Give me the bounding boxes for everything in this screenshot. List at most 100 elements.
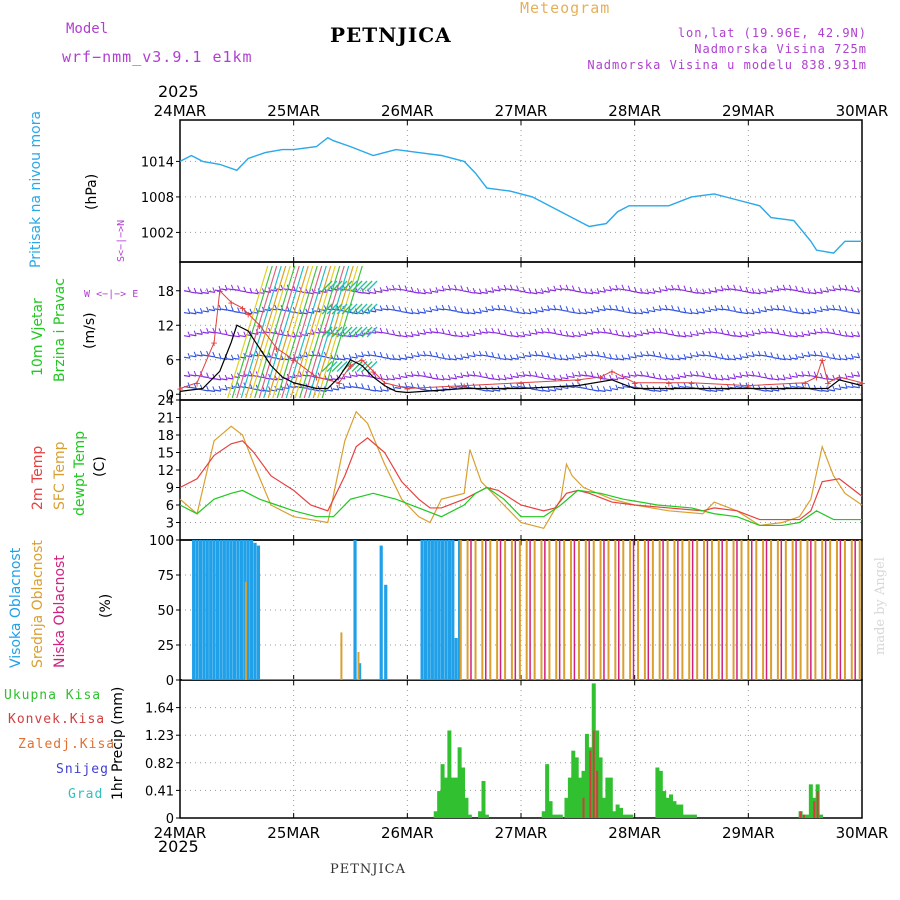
wind-barb-feather [757, 350, 761, 357]
cloud-high-bar [229, 540, 233, 680]
wind-barb-feather [206, 306, 210, 313]
wind-barb [382, 289, 389, 292]
wind-barb-feather [522, 382, 526, 388]
wind-barb-feather [460, 331, 464, 338]
wind-barb-feather [379, 386, 383, 392]
wind-barb [506, 309, 513, 312]
wind-barb [351, 374, 358, 378]
wind-barb [704, 291, 711, 294]
wind-barb-feather [739, 331, 743, 338]
x-tick-label-top: 24MAR [154, 102, 207, 120]
wind-barb [462, 290, 470, 293]
wind-barb [196, 354, 203, 357]
y-tick-label: 0 [166, 388, 174, 403]
legend-total: Ukupna Kisa [4, 688, 102, 703]
wind-barb-feather [788, 331, 792, 337]
wind-barb [834, 358, 842, 361]
wind-barb [710, 290, 718, 293]
wind-barb-feather [478, 288, 482, 294]
wind-barb-feather [212, 327, 216, 334]
wind-barb [568, 289, 575, 292]
wind-barb [580, 312, 587, 315]
wind-barb-feather [485, 306, 489, 312]
x-tick-label-top: 29MAR [722, 102, 775, 120]
wind-barb [822, 290, 829, 293]
cloud-high-bar [379, 545, 383, 680]
wind-barb-feather [472, 330, 476, 336]
wind-barb-feather [472, 351, 476, 357]
precip-conv-bar [596, 770, 599, 818]
wind-barb [748, 374, 755, 377]
wind-barb [599, 290, 606, 293]
wind-barb [462, 386, 470, 389]
wind-barb [779, 333, 786, 336]
wind-barb-feather [584, 351, 588, 357]
wind-barb-feather [857, 331, 861, 337]
wind-barb-strong [321, 326, 333, 338]
gust-marker: + [404, 383, 411, 396]
wind-barb [754, 311, 761, 314]
wind-barb-feather [807, 308, 811, 314]
wind-barb-feather [466, 331, 470, 337]
wind-barb [617, 386, 625, 389]
wind-barb [580, 355, 587, 358]
wind-barb [574, 374, 581, 377]
wind-barb-feather [602, 351, 606, 358]
y-tick-label: 3 [166, 517, 174, 532]
wind-barb [345, 375, 352, 379]
wind-barb-feather [423, 288, 427, 294]
wind-barb [351, 386, 358, 389]
wind-barb [456, 289, 463, 292]
wind-barb [462, 374, 470, 377]
wind-barb [686, 386, 693, 389]
wind-barb [444, 288, 451, 291]
wind-barb [549, 356, 556, 360]
wind-barb [667, 333, 674, 336]
wind-barb-feather [850, 331, 854, 338]
wind-barb-feather [212, 305, 216, 311]
wind-barb [245, 374, 253, 377]
wind-barb-feather [516, 331, 520, 338]
wind-barb [748, 312, 755, 315]
wind-barb [667, 378, 674, 381]
wind-barb-feather [466, 286, 470, 293]
wind-barb [593, 354, 600, 357]
wind-barb-feather [373, 306, 377, 313]
wind-barb [506, 358, 513, 361]
wind-barb [636, 355, 643, 358]
wind-barb [692, 291, 699, 294]
wind-barb-feather [671, 354, 675, 360]
wind-barb [450, 309, 457, 312]
wind-barb [357, 374, 364, 377]
wind-barb [500, 288, 507, 291]
wind-barb-feather [584, 288, 588, 294]
wind-barb [543, 377, 550, 380]
wind-barb-feather [311, 329, 315, 335]
wind-barb-feather [813, 350, 817, 357]
wind-barb [661, 332, 668, 335]
wind-barb [617, 358, 625, 361]
wind-barb [710, 331, 718, 334]
wind-barb [456, 386, 463, 389]
compass-we: W <−|−> E [84, 289, 139, 300]
wind-barb-feather [404, 307, 408, 313]
wind-barb-strong [366, 280, 378, 292]
wind-barb [493, 378, 501, 381]
temp-unit: (C) [92, 456, 108, 477]
wind-barb [605, 356, 612, 360]
wind-barb-feather [187, 331, 191, 337]
wind-barb [438, 331, 445, 335]
wind-barb-feather [206, 372, 210, 378]
wind-barb-feather [776, 374, 780, 381]
wind-barb-feather [373, 288, 377, 294]
wind-barb-feather [652, 327, 656, 334]
cloud-high-bar [232, 540, 237, 680]
wind-barb-feather [193, 287, 197, 294]
wind-barb [599, 389, 606, 393]
wind-barb-feather [733, 284, 737, 291]
wind-barb [338, 386, 346, 390]
wind-barb-feather [733, 354, 737, 361]
wind-barb [407, 374, 414, 377]
wind-barb [686, 312, 693, 315]
precip-total-bar [457, 747, 462, 818]
